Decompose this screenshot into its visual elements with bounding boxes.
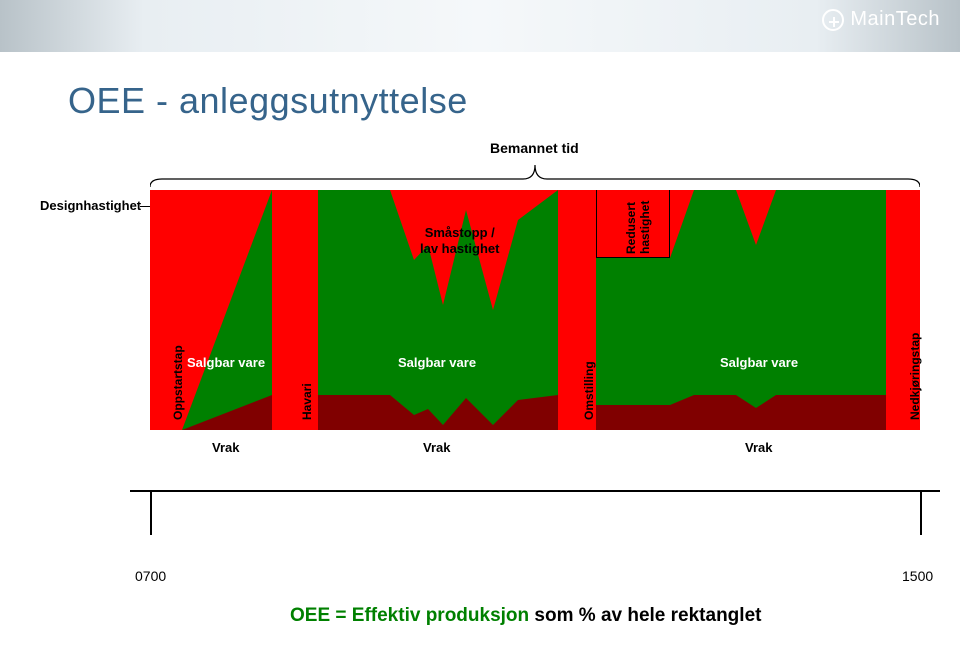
baseline	[130, 490, 940, 492]
logo-icon	[822, 9, 844, 31]
salgbar-label: Salgbar vare	[398, 355, 476, 370]
design-leader-line	[140, 206, 150, 207]
bemannet-label: Bemannet tid	[490, 140, 579, 156]
gap-label: Nedkjøringstap	[908, 333, 922, 420]
logo-text: MainTech	[850, 8, 940, 31]
salgbar-label: Salgbar vare	[187, 355, 265, 370]
salgbar-label: Salgbar vare	[720, 355, 798, 370]
tick-right	[920, 490, 922, 535]
bottom-caption: OEE = Effektiv produksjon som % av hele …	[290, 605, 761, 627]
vrak-label: Vrak	[745, 440, 772, 455]
header-bg	[0, 0, 960, 52]
redusert-label-2: hastighet	[638, 201, 652, 254]
tick-right-label: 1500	[902, 568, 933, 584]
tick-left-label: 0700	[135, 568, 166, 584]
page-title: OEE - anleggsutnyttelse	[68, 80, 468, 122]
smastopp-label: Småstopp /lav hastighet	[420, 225, 499, 256]
brace-icon	[150, 165, 920, 187]
redusert-label: Redusert	[624, 202, 638, 254]
design-speed-label: Designhastighet	[40, 198, 141, 213]
gap-label: Omstilling	[582, 361, 596, 420]
tick-left	[150, 490, 152, 535]
page: MainTech OEE - anleggsutnyttelse Bemanne…	[0, 0, 960, 656]
vrak-label: Vrak	[423, 440, 450, 455]
production-segment	[182, 190, 272, 430]
logo: MainTech	[822, 8, 940, 31]
vrak-label: Vrak	[212, 440, 239, 455]
gap-label: Havari	[300, 383, 314, 420]
